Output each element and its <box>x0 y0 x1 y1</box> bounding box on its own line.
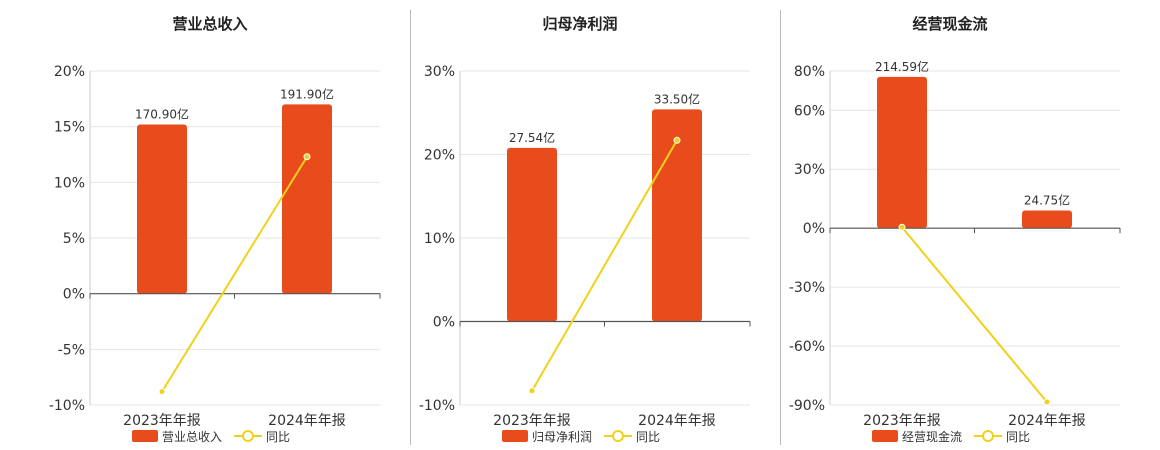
yoy-line <box>161 156 308 393</box>
bar-data-label: 191.90亿 <box>280 86 334 101</box>
yoy-point <box>898 223 906 231</box>
y-tick-label: -10% <box>49 398 85 414</box>
bar-data-label: 170.90亿 <box>135 106 189 121</box>
x-category-label: 2023年年报 <box>123 413 201 429</box>
y-tick-label: -10% <box>419 398 455 414</box>
panel-divider <box>410 10 411 445</box>
chart-net-profit: 归母净利润 30% 20% 10% 0% -10% 27.54亿 33.50亿 2023年年报 2… <box>419 15 751 444</box>
bar <box>877 76 927 229</box>
x-category-label: 2023年年报 <box>493 413 571 429</box>
yoy-point <box>303 153 311 161</box>
legend-bar-label: 归母净利润 <box>532 430 592 444</box>
yoy-line <box>531 139 678 392</box>
y-tick-label: -90% <box>789 398 825 414</box>
legend: 营业总收入 同比 <box>132 430 290 444</box>
y-tick-label: 10% <box>54 175 85 191</box>
chart-title: 归母净利润 <box>542 15 617 33</box>
bar <box>137 124 187 294</box>
legend-bar-swatch <box>872 430 898 442</box>
legend-line-marker <box>612 430 624 442</box>
legend-line-marker <box>242 430 254 442</box>
y-tick-label: 30% <box>424 64 455 80</box>
chart-panel-revenue: 营业总收入 20% 15% 10% 5% 0% -5% -10% 170.90亿 191.90亿 2… <box>40 0 410 450</box>
yoy-point <box>158 388 166 396</box>
y-tick-label: -5% <box>58 342 85 358</box>
y-tick-label: 10% <box>424 231 455 247</box>
y-tick-label: -30% <box>789 280 825 296</box>
legend-bar-swatch <box>132 430 158 442</box>
chart-panel-net-profit: 归母净利润 30% 20% 10% 0% -10% 27.54亿 33.50亿 2023年年报 2… <box>410 0 780 450</box>
bar-data-label: 33.50亿 <box>654 91 700 106</box>
legend-bar-swatch <box>502 430 528 442</box>
legend-line-marker <box>982 430 994 442</box>
yoy-line <box>901 226 1048 403</box>
legend-line-label: 同比 <box>1006 430 1030 444</box>
x-category-label: 2023年年报 <box>863 413 941 429</box>
legend-bar-label: 营业总收入 <box>162 430 222 444</box>
bar <box>282 104 332 294</box>
y-tick-label: 5% <box>63 231 85 247</box>
y-tick-label: 80% <box>794 64 825 80</box>
x-category-label: 2024年年报 <box>1008 413 1086 429</box>
y-tick-label: 20% <box>54 64 85 80</box>
y-tick-label: 30% <box>794 162 825 178</box>
y-tick-label: 0% <box>803 221 825 237</box>
legend: 归母净利润 同比 <box>502 430 660 444</box>
x-category-label: 2024年年报 <box>268 413 346 429</box>
chart-title: 营业总收入 <box>172 15 247 33</box>
legend-line-label: 同比 <box>266 430 290 444</box>
chart-panel-operating-cashflow: 经营现金流 80% 60% 30% 0% -30% -60% -90% 214.59亿 24.75… <box>780 0 1150 450</box>
chart-operating-cashflow: 经营现金流 80% 60% 30% 0% -30% -60% -90% 214.59亿 24.75… <box>789 15 1121 444</box>
bar-data-label: 24.75亿 <box>1024 192 1070 207</box>
y-tick-label: 0% <box>433 315 455 331</box>
legend: 经营现金流 同比 <box>872 429 1030 444</box>
y-tick-label: 15% <box>54 120 85 136</box>
bar <box>507 147 557 322</box>
chart-title: 经营现金流 <box>912 15 987 33</box>
yoy-point <box>528 387 536 395</box>
bar-data-label: 27.54亿 <box>509 130 555 145</box>
y-tick-label: 20% <box>424 148 455 164</box>
panel-divider <box>780 10 781 445</box>
yoy-point <box>1043 398 1051 406</box>
legend-bar-label: 经营现金流 <box>902 429 962 444</box>
x-category-label: 2024年年报 <box>638 413 716 429</box>
legend-line-label: 同比 <box>636 430 660 444</box>
bar-data-label: 214.59亿 <box>875 59 929 74</box>
y-tick-label: 0% <box>63 287 85 303</box>
chart-revenue: 营业总收入 20% 15% 10% 5% 0% -5% -10% 170.90亿 191.90亿 2… <box>49 15 381 444</box>
y-tick-label: -60% <box>789 339 825 355</box>
yoy-point <box>673 136 681 144</box>
bar <box>1022 210 1072 229</box>
y-tick-label: 60% <box>794 103 825 119</box>
